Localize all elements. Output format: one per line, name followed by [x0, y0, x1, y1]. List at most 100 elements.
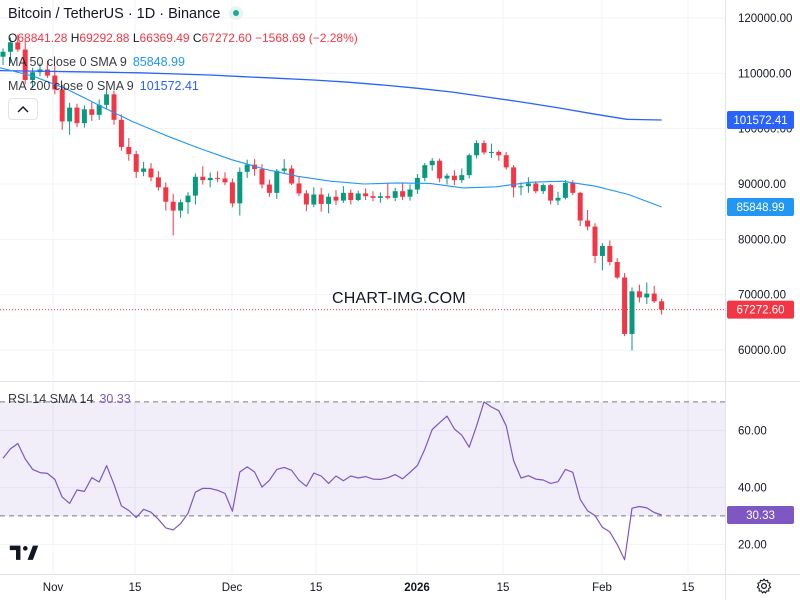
candle [163, 182, 169, 211]
candle [104, 89, 110, 110]
settings-gear-icon[interactable] [755, 577, 773, 595]
candle-body [192, 176, 198, 196]
ma50-price-tag-text: 85848.99 [737, 202, 785, 214]
candle [133, 150, 139, 178]
candle [74, 103, 80, 128]
candle-body [614, 262, 620, 278]
candle [429, 157, 435, 171]
rsi-value-tag-bg [727, 505, 794, 524]
candle-body [89, 109, 95, 115]
ma50-legend[interactable]: MA 50 close 0 SMA 9 85848.99 [8, 55, 185, 69]
candle [200, 166, 206, 185]
market-status-icon[interactable] [228, 6, 243, 20]
candle-body [481, 143, 487, 153]
candle-body [52, 75, 58, 90]
candle [503, 151, 509, 170]
candle-body [355, 193, 361, 201]
candle-body [533, 183, 539, 192]
watermark: CHART-IMG.COM [332, 290, 466, 307]
candle-body [333, 196, 339, 201]
time-tick-label: 15 [310, 582, 323, 594]
high-value: 69292.88 [79, 31, 130, 45]
candle [422, 162, 428, 182]
candle [7, 37, 13, 64]
candle [59, 84, 65, 130]
candle-body [518, 186, 524, 188]
candle-body [0, 51, 6, 57]
candle [651, 285, 657, 303]
ma50-price-tag-bg [727, 197, 794, 216]
candle-body [451, 175, 457, 181]
time-tick-label: 15 [682, 582, 695, 594]
ma200-price-tag-bg [727, 110, 794, 129]
candle [274, 169, 280, 199]
candle [318, 187, 324, 212]
candle-body [392, 191, 398, 198]
candle-body [303, 193, 309, 205]
time-tick-label: Feb [592, 582, 612, 594]
last-price-tag-bg [727, 300, 794, 319]
ma200-line [0, 69, 662, 121]
candle [326, 193, 332, 214]
candle-body [259, 169, 265, 185]
candle [244, 159, 250, 178]
candle-body [326, 196, 332, 204]
candle [400, 182, 406, 201]
candle [333, 190, 339, 206]
candle [111, 90, 117, 125]
candle-body [400, 191, 406, 197]
last-price-tag-text: 67272.60 [737, 305, 785, 317]
candle [414, 174, 420, 194]
candle [252, 159, 258, 176]
ma50-line [0, 67, 662, 208]
candle [363, 188, 369, 201]
ma50-price-tag: 85848.99 [727, 197, 794, 216]
price-tick-label: 80000.00 [738, 234, 786, 246]
candle-body [185, 195, 191, 203]
candle-body [525, 183, 531, 187]
symbol-title[interactable]: Bitcoin / TetherUS · 1D · Binance [8, 6, 243, 22]
rsi-value: 30.33 [99, 392, 131, 406]
candle-body [659, 301, 665, 310]
candle-body [570, 182, 576, 193]
rsi-tick-label: 60.00 [738, 425, 767, 437]
candle [15, 34, 21, 52]
candle-body [548, 185, 554, 201]
candle-body [318, 194, 324, 204]
candle [607, 240, 613, 266]
ma200-legend[interactable]: MA 200 close 0 SMA 9 101572.41 [8, 79, 199, 93]
candle-body [44, 69, 50, 76]
candle-body [599, 245, 605, 256]
collapse-legend-button[interactable] [8, 98, 38, 120]
ma50-label: MA 50 close 0 SMA 9 [8, 55, 127, 69]
rsi-legend[interactable]: RSI 14 SMA 14 30.33 [8, 392, 131, 406]
candle [392, 187, 398, 202]
candle [466, 153, 472, 179]
candle [185, 192, 191, 214]
candle [644, 282, 650, 305]
candle [592, 223, 598, 264]
tradingview-logo-icon[interactable] [8, 538, 40, 564]
rsi-label: RSI 14 SMA 14 [8, 392, 94, 406]
candle [81, 105, 87, 128]
candle-body [644, 293, 650, 298]
time-tick-label: 15 [129, 582, 142, 594]
candle-body [311, 194, 317, 205]
candle [96, 99, 102, 120]
last-price-tag: 67272.60 [727, 300, 794, 319]
rsi-band [0, 401, 725, 516]
candle-body [622, 277, 628, 334]
candle [0, 48, 6, 66]
candle [155, 171, 161, 191]
candle [636, 284, 642, 303]
candle-body [437, 160, 443, 179]
candle-body [229, 182, 235, 204]
candle-body [651, 293, 657, 302]
candle [222, 172, 228, 186]
candle [488, 143, 494, 158]
candle [614, 258, 620, 280]
candle [533, 181, 539, 194]
candle [170, 193, 176, 236]
candle-body [207, 177, 213, 181]
